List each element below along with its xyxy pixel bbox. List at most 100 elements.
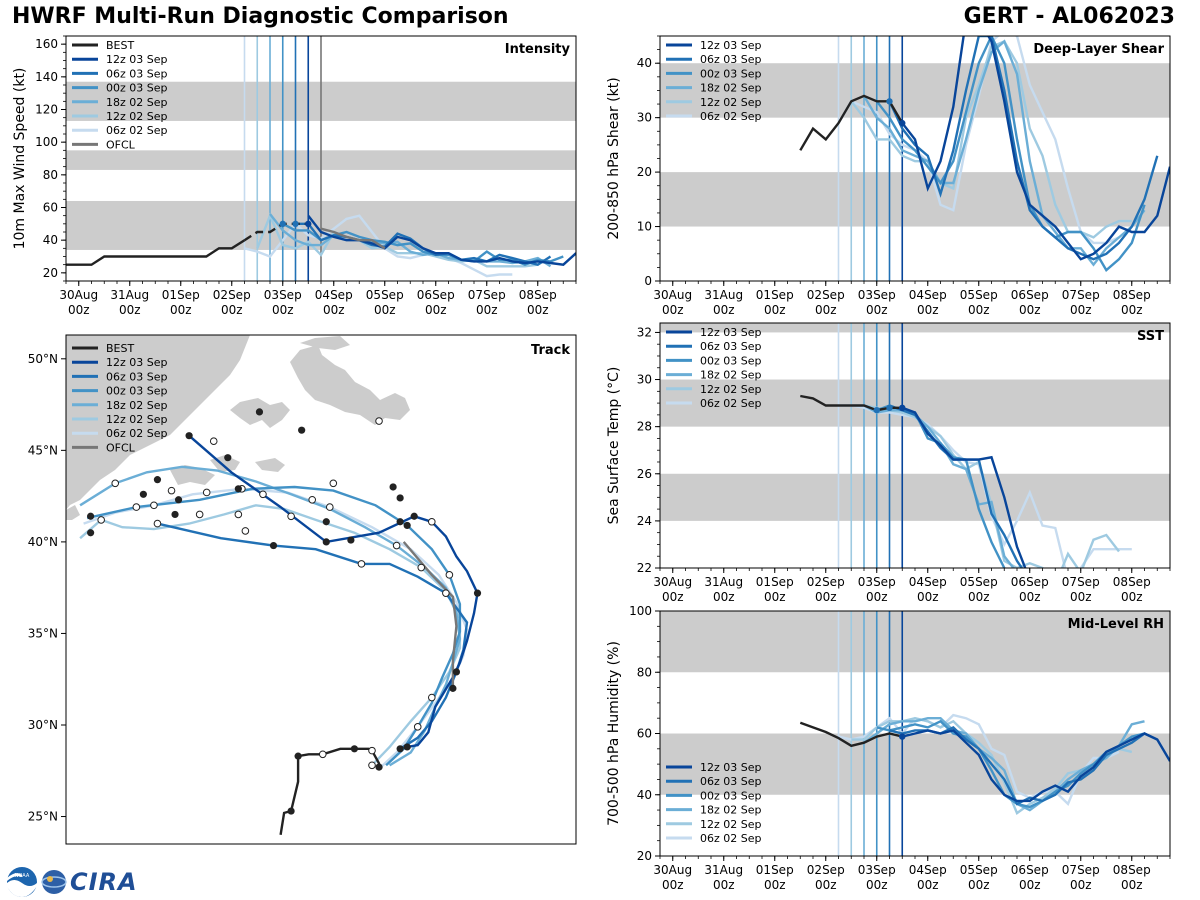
init-marker <box>886 98 893 105</box>
legend-entry: 06z 03 Sep <box>700 775 762 788</box>
x-tick-label-hour: 00z <box>866 878 888 892</box>
init-marker <box>279 220 286 228</box>
track-point-filled <box>403 743 411 751</box>
x-tick-label-day: 02Sep <box>807 288 845 302</box>
track-point-open <box>442 589 450 597</box>
track-point-filled <box>269 541 278 550</box>
series-line-best <box>66 239 246 266</box>
panel-title: Mid-Level RH <box>1068 617 1164 632</box>
x-tick-label-day: 06Sep <box>1011 863 1049 877</box>
legend-entry: 12z 03 Sep <box>700 326 762 339</box>
x-tick-label-hour: 00z <box>119 303 141 317</box>
x-tick-label-day: 31Aug <box>704 288 743 302</box>
cira-globe-icon <box>41 870 67 894</box>
track-point-open <box>413 723 422 731</box>
x-tick-label-day: 30Aug <box>59 288 98 302</box>
x-tick-label-hour: 00z <box>662 878 684 892</box>
series-line-best <box>799 721 903 748</box>
track-point-filled <box>224 454 232 462</box>
track-point-open <box>375 417 383 425</box>
x-tick-label-day: 01Sep <box>756 575 794 589</box>
init-marker <box>899 733 906 740</box>
panel-rh: 2040608010030Aug00z31Aug00z01Sep00z02Sep… <box>606 604 1171 892</box>
lat-tick-label: 25°N <box>28 810 58 824</box>
x-tick-label-day: 31Aug <box>110 288 149 302</box>
noaa-logo-icon: NOAA <box>7 867 37 897</box>
track-point-filled <box>452 668 461 676</box>
track-point-open <box>111 479 120 488</box>
x-tick-label-day: 04Sep <box>909 288 947 302</box>
x-tick-label-day: 02Sep <box>213 288 251 302</box>
x-tick-label-hour: 00z <box>968 590 990 604</box>
panel-title: Track <box>531 343 570 358</box>
x-tick-label-hour: 00z <box>323 303 345 317</box>
y-tick-label: 140 <box>35 70 58 84</box>
track-point-filled <box>294 752 302 760</box>
x-tick-label-day: 03Sep <box>858 575 896 589</box>
x-tick-label-hour: 00z <box>170 303 192 317</box>
y-tick-label: 160 <box>35 37 58 51</box>
legend-entry: 12z 03 Sep <box>700 39 762 52</box>
legend-entry: OFCL <box>106 138 136 151</box>
track-point-open <box>368 746 376 755</box>
y-tick-label: 120 <box>35 103 58 117</box>
x-tick-label-day: 30Aug <box>653 575 692 589</box>
x-tick-label-day: 04Sep <box>909 575 947 589</box>
x-tick-label-day: 05Sep <box>960 288 998 302</box>
init-marker <box>899 404 906 412</box>
y-tick-label: 60 <box>43 201 58 215</box>
legend-entry: 12z 02 Sep <box>700 96 762 109</box>
x-tick-label-hour: 00z <box>221 303 243 317</box>
x-tick-label-hour: 00z <box>764 590 786 604</box>
legend-entry: 00z 03 Sep <box>700 354 762 367</box>
x-tick-label-hour: 00z <box>1070 878 1092 892</box>
track-point-open <box>153 519 162 528</box>
legend-entry: 00z 03 Sep <box>700 789 762 802</box>
y-tick-label: 32 <box>637 325 652 339</box>
legend-entry: 18z 02 Sep <box>700 369 762 382</box>
x-tick-label-hour: 00z <box>1121 590 1143 604</box>
x-tick-label-day: 05Sep <box>960 575 998 589</box>
track-point-filled <box>410 512 418 520</box>
panel-title: Intensity <box>505 42 571 57</box>
init-marker <box>873 406 880 414</box>
series-line-12z-03-sep <box>307 214 576 266</box>
x-tick-label-hour: 00z <box>272 303 294 317</box>
threshold-band <box>660 611 1170 673</box>
x-tick-label-hour: 00z <box>662 303 684 317</box>
x-tick-label-hour: 00z <box>866 590 888 604</box>
y-tick-label: 22 <box>637 561 652 575</box>
x-tick-label-hour: 00z <box>917 303 939 317</box>
x-tick-label-day: 07Sep <box>468 288 506 302</box>
x-tick-label-hour: 00z <box>1121 303 1143 317</box>
legend-entry: 06z 02 Sep <box>700 110 762 123</box>
track-point-open <box>241 527 250 535</box>
track-point-filled <box>174 496 183 504</box>
track-point-filled <box>389 483 397 491</box>
x-tick-label-hour: 00z <box>713 303 735 317</box>
legend-entry: 06z 03 Sep <box>700 53 762 66</box>
legend-entry: 12z 02 Sep <box>106 110 168 123</box>
x-tick-label-hour: 00z <box>713 878 735 892</box>
track-point-filled <box>396 494 404 502</box>
legend-entry: 12z 02 Sep <box>700 818 762 831</box>
legend-entry: 06z 03 Sep <box>700 340 762 353</box>
threshold-band <box>660 733 1170 795</box>
threshold-band <box>660 63 1170 118</box>
y-tick-label: 80 <box>43 168 58 182</box>
threshold-band <box>660 323 1170 333</box>
init-marker <box>292 220 299 228</box>
track-point-filled <box>87 512 95 520</box>
track-point-open <box>287 512 295 521</box>
track-point-open <box>132 503 141 511</box>
y-tick-label: 26 <box>637 467 652 481</box>
legend-entry: 18z 02 Sep <box>106 399 168 412</box>
threshold-band <box>660 172 1170 227</box>
track-point-open <box>150 501 158 510</box>
track-point-open <box>234 510 243 519</box>
x-tick-label-day: 02Sep <box>807 575 845 589</box>
panel-shear: 01020304030Aug00z31Aug00z01Sep00z02Sep00… <box>606 35 1171 317</box>
y-tick-label: 40 <box>637 788 652 802</box>
